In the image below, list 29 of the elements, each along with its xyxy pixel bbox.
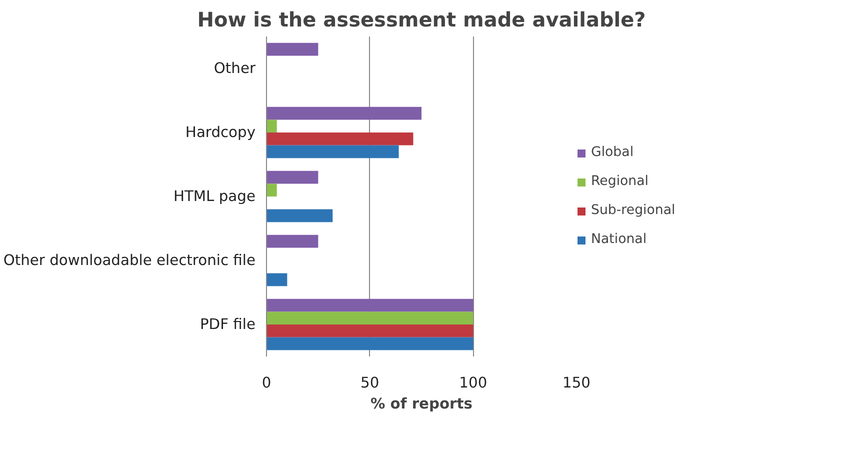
x-tick-label: 0 xyxy=(262,374,272,392)
bar xyxy=(266,170,318,184)
x-axis-title: % of reports xyxy=(370,396,473,412)
legend-label: Regional xyxy=(591,174,648,189)
bar xyxy=(266,337,474,350)
bar xyxy=(266,298,474,312)
bar xyxy=(266,312,474,324)
bar xyxy=(266,120,277,132)
bar xyxy=(266,209,333,222)
legend-label: National xyxy=(591,232,647,247)
x-tick-label: 50 xyxy=(360,374,380,392)
y-tick-label: Other xyxy=(214,60,256,77)
bar xyxy=(266,324,474,338)
x-tick-label: 100 xyxy=(459,374,488,392)
chart-title: How is the assessment made available? xyxy=(197,8,646,32)
y-tick-label: Other downloadable electronic file xyxy=(3,252,256,269)
bar xyxy=(266,234,318,248)
bar xyxy=(266,273,288,286)
y-tick-label: HTML page xyxy=(173,188,256,205)
x-tick-label: 150 xyxy=(562,374,590,392)
y-tick-label: Hardcopy xyxy=(185,124,256,141)
bar xyxy=(266,132,414,146)
bar xyxy=(266,145,399,158)
legend-label: Sub-regional xyxy=(591,203,676,218)
bar xyxy=(266,106,422,120)
bar xyxy=(266,184,277,196)
y-tick-label: PDF file xyxy=(200,316,256,333)
legend-label: Global xyxy=(591,145,634,160)
bar xyxy=(266,42,318,56)
